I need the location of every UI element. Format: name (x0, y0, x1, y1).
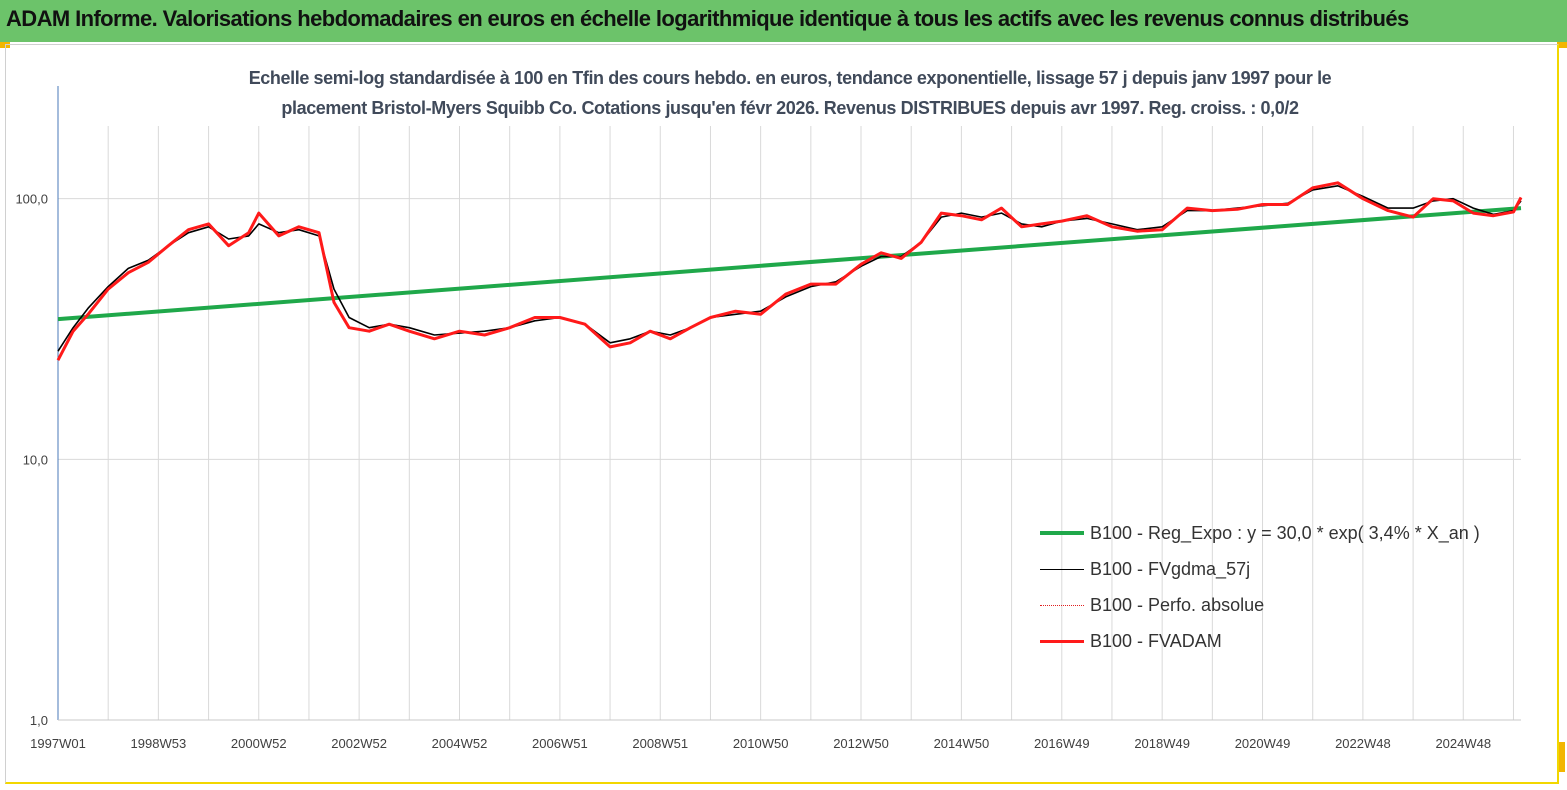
legend-item: B100 - Reg_Expo : y = 30,0 * exp( 3,4% *… (1040, 521, 1480, 545)
y-tick-label: 10,0 (23, 452, 48, 467)
legend-label: B100 - FVADAM (1090, 630, 1222, 651)
y-tick-label: 1,0 (30, 713, 48, 728)
legend-item: B100 - FVADAM (1040, 629, 1222, 653)
axes: 1,0 10,0 100,0 1997W01 1998W53 2000W52 2002W52… (15, 86, 1521, 751)
series-line (57, 182, 1522, 361)
series-line (57, 185, 1522, 352)
x-tick-label: 2000W52 (231, 736, 287, 751)
grid-lines (58, 126, 1521, 721)
x-tick-label: 2008W51 (632, 736, 688, 751)
series-line (57, 206, 1522, 322)
x-tick-label: 2006W51 (532, 736, 588, 751)
y-tick-label: 100,0 (15, 192, 48, 207)
x-tick-label: 2024W48 (1435, 736, 1491, 751)
legend-swatch (1040, 639, 1084, 643)
corner-marker-top-right (1557, 42, 1567, 48)
legend-label: B100 - Perfo. absolue (1090, 594, 1265, 615)
legend-swatch (1040, 604, 1084, 606)
legend-swatch (1040, 568, 1084, 570)
legend-swatch (1040, 531, 1084, 535)
series-lines (56, 181, 1523, 361)
header-banner: ADAM Informe. Valorisations hebdomadaire… (0, 0, 1567, 42)
x-tick-label: 2018W49 (1134, 736, 1190, 751)
series-line (56, 181, 1523, 361)
chart-title-line-2: placement Bristol-Myers Squibb Co. Cotat… (281, 98, 1299, 118)
x-tick-label: 2004W52 (432, 736, 488, 751)
x-tick-label: 2014W50 (934, 736, 990, 751)
x-tick-label: 2010W50 (733, 736, 789, 751)
corner-marker-bottom-right (1559, 742, 1565, 772)
x-tick-label: 2022W48 (1335, 736, 1391, 751)
legend-item: B100 - Perfo. absolue (1040, 593, 1264, 617)
x-tick-label: 2020W49 (1235, 736, 1291, 751)
x-tick-label: 2002W52 (331, 736, 387, 751)
chart-title-line-1: Echelle semi-log standardisée à 100 en T… (248, 68, 1332, 88)
x-tick-label: 2012W50 (833, 736, 889, 751)
chart-frame (5, 44, 1559, 784)
x-tick-label: 2016W49 (1034, 736, 1090, 751)
legend-label: B100 - Reg_Expo : y = 30,0 * exp( 3,4% *… (1090, 522, 1480, 543)
x-tick-label: 1997W01 (30, 736, 86, 751)
banner-title: ADAM Informe. Valorisations hebdomadaire… (6, 6, 1409, 31)
legend-label: B100 - FVgdma_57j (1090, 558, 1251, 579)
legend-item: B100 - FVgdma_57j (1040, 557, 1250, 581)
x-tick-label: 1998W53 (131, 736, 187, 751)
